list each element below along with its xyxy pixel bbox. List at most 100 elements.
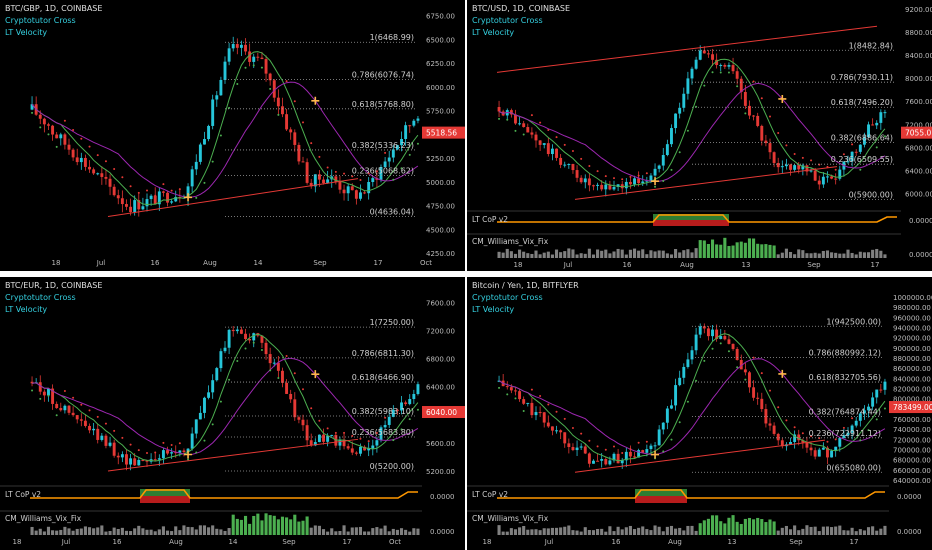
vix-bar	[661, 531, 665, 535]
vix-bar	[825, 250, 830, 258]
chart-svg-btc-usd: 9200.00 8800.00 8400.00 8000.00 7600.00 7200.…	[467, 6, 932, 269]
cross-marker	[311, 370, 320, 379]
chart-panel-btc-gbp[interactable]: 6750.006500.006250.006000.005750.005500.…	[0, 0, 465, 271]
candle-body	[883, 112, 887, 114]
vix-bar	[412, 528, 416, 535]
vix-bar	[161, 526, 165, 535]
candle-body	[157, 458, 161, 460]
candle-body	[780, 440, 784, 447]
last-price-tag	[422, 406, 465, 419]
chart-panel-btc-eur[interactable]: 7600.007200.006800.006400.006000.005600.…	[0, 277, 465, 550]
candle-body	[71, 412, 75, 416]
candle-body	[522, 123, 526, 128]
candle-body	[83, 420, 87, 426]
candle-body	[293, 132, 297, 145]
candle-body	[842, 435, 846, 439]
candle-body	[563, 432, 567, 444]
candle-body	[133, 458, 137, 466]
candle-body	[723, 336, 727, 340]
chart-panel-btc-jpy[interactable]: 1000000.00 980000.00 960000.00 940000.00 920…	[467, 277, 932, 550]
vix-bar	[289, 519, 293, 535]
candle-body	[739, 78, 743, 92]
vix-bar	[317, 525, 321, 535]
sub-panel-label: CM_Williams_Vix_Fix	[5, 514, 82, 523]
cop-bull-band	[653, 214, 729, 220]
velocity-dot	[498, 386, 501, 389]
vix-bar	[235, 518, 239, 535]
vix-bar	[669, 254, 674, 258]
vix-bar	[719, 521, 723, 535]
candle-body	[526, 402, 530, 404]
x-tick-label: 16	[623, 261, 632, 269]
indicator-label: LT Velocity	[472, 305, 515, 314]
vix-bar	[669, 525, 674, 535]
velocity-dot	[318, 419, 321, 422]
support-trendline	[574, 439, 826, 473]
velocity-dot	[530, 388, 533, 391]
vix-bar	[137, 525, 141, 535]
chart-panel-btc-usd[interactable]: 9200.00 8800.00 8400.00 8000.00 7600.00 7200.…	[467, 0, 932, 271]
indicator-label: LT Velocity	[472, 28, 515, 37]
velocity-dot	[154, 451, 157, 454]
velocity-dot	[760, 372, 763, 375]
velocity-dot	[408, 153, 411, 156]
candle-body	[628, 451, 632, 457]
candle-body	[350, 448, 354, 453]
candle-body	[83, 157, 87, 167]
cop-bear-band	[140, 496, 190, 503]
y-tick-label: 880000.00	[893, 355, 931, 363]
candle-body	[55, 134, 59, 139]
vix-bar	[731, 245, 735, 258]
candle-body	[252, 333, 256, 341]
candle-body	[633, 456, 636, 458]
candle-body	[416, 384, 420, 394]
velocity-dot	[343, 172, 346, 175]
y-tick-label: 6800.00	[905, 144, 932, 152]
x-tick-label: 17	[343, 538, 352, 546]
vix-bar	[190, 527, 194, 535]
velocity-dot	[777, 406, 780, 409]
velocity-dot	[154, 194, 157, 197]
velocity-dot	[285, 80, 288, 83]
velocity-dot	[883, 135, 886, 138]
y-tick-label: 7600.00	[905, 98, 932, 106]
velocity-dot	[514, 129, 517, 132]
fib-level-label: 0(4636.04)	[370, 208, 414, 217]
y-tick-label: 6000.00	[426, 84, 455, 92]
x-tick-label: Aug	[680, 261, 694, 269]
velocity-dot	[645, 172, 648, 175]
candle-body	[748, 105, 751, 116]
velocity-dot	[187, 458, 190, 461]
candle-body	[317, 174, 321, 180]
vix-bar	[715, 244, 719, 258]
vix-bar	[501, 252, 505, 258]
y-tick-label: 640000.00	[893, 477, 931, 485]
candle-body	[748, 372, 751, 388]
x-tick-label: 16	[113, 538, 122, 546]
candle-body	[735, 348, 739, 360]
candle-body	[862, 137, 866, 145]
velocity-dot	[277, 113, 280, 116]
candle-body	[497, 107, 501, 112]
candle-body	[559, 157, 563, 165]
vix-bar	[207, 527, 211, 535]
candle-body	[248, 51, 252, 62]
vix-bar	[760, 519, 764, 535]
velocity-dot	[310, 142, 313, 145]
vix-bar	[809, 526, 813, 535]
candle-body	[297, 144, 301, 162]
candle-body	[391, 149, 395, 158]
vix-bar	[739, 241, 743, 258]
vix-bar	[375, 527, 379, 535]
candle-body	[317, 434, 321, 443]
velocity-dot	[252, 64, 255, 67]
fib-level-label: 0.786(7930.11)	[831, 73, 893, 82]
fib-level-label: 0.786(6076.74)	[352, 71, 414, 80]
candle-body	[256, 56, 260, 58]
velocity-dot	[47, 394, 50, 397]
vix-bar	[875, 248, 879, 258]
cop-bull-band	[635, 489, 687, 496]
candle-body	[219, 79, 223, 96]
vix-bar	[830, 252, 834, 258]
candle-body	[301, 161, 305, 163]
